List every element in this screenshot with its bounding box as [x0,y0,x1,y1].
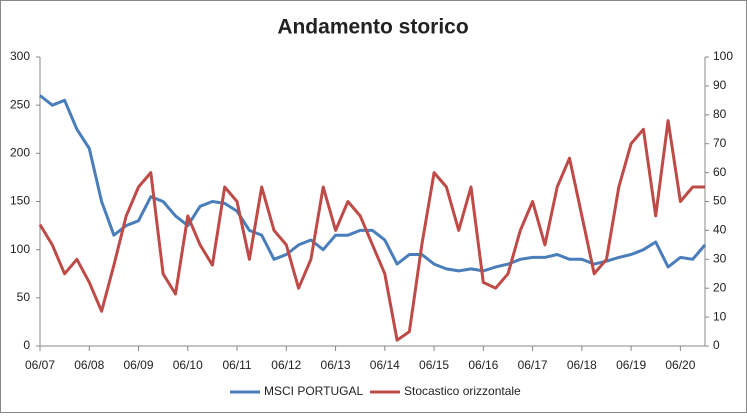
y2-tick-label: 0 [713,338,720,352]
x-tick-label: 06/19 [616,358,646,372]
x-tick-label: 06/18 [567,358,597,372]
chart-title: Andamento storico [277,16,468,39]
x-tick-label: 06/14 [370,358,400,372]
y-tick-label: 100 [10,242,30,256]
x-tick-label: 06/07 [25,358,55,372]
y-tick-label: 200 [10,146,30,160]
y-tick-label: 50 [17,290,31,304]
x-tick-label: 06/20 [665,358,695,372]
series-line [39,94,707,273]
y2-tick-label: 10 [713,309,727,323]
x-tick-label: 06/16 [468,358,498,372]
y-tick-label: 250 [10,97,30,111]
y2-tick-label: 70 [713,136,727,150]
legend-label: MSCI PORTUGAL [264,384,363,398]
y2-tick-label: 20 [713,280,727,294]
y2-tick-label: 90 [713,78,727,92]
y2-tick-label: 60 [713,165,727,179]
series-line [38,119,705,342]
x-tick-label: 06/15 [419,358,449,372]
x-tick-label: 06/11 [222,358,251,372]
y2-tick-label: 100 [713,49,733,63]
y-tick-label: 0 [23,338,30,352]
y2-tick-label: 40 [713,223,727,237]
legend-label: Stocastico orizzontale [404,384,521,398]
y-tick-label: 150 [10,194,30,208]
x-tick-label: 06/08 [74,358,104,372]
y2-tick-label: 50 [713,194,727,208]
x-tick-label: 06/17 [518,358,548,372]
y2-tick-label: 80 [713,107,727,121]
x-tick-label: 06/12 [271,358,301,372]
x-tick-label: 06/13 [321,358,351,372]
x-tick-label: 06/09 [124,358,154,372]
y2-tick-label: 30 [713,251,727,265]
x-tick-label: 06/10 [173,358,203,372]
y-tick-label: 300 [10,49,30,63]
